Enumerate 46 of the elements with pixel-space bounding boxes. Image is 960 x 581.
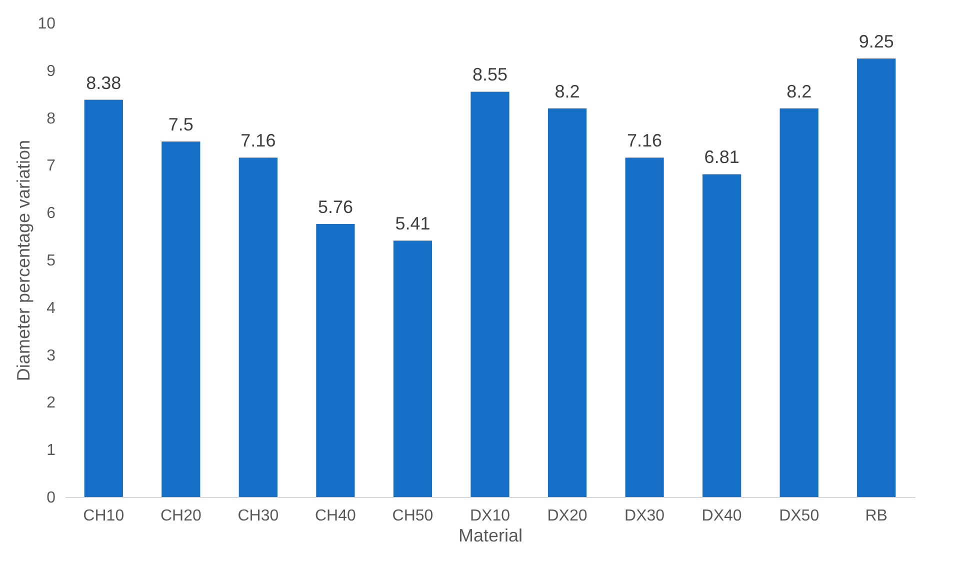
bar — [238, 158, 278, 497]
y-tick-label: 1 — [46, 442, 56, 460]
y-axis-title: Diameter percentage variation — [14, 140, 34, 382]
x-tick-label: DX20 — [547, 508, 588, 524]
bar — [625, 158, 664, 497]
x-tick-label: CH20 — [160, 508, 202, 524]
data-label: 9.25 — [858, 32, 894, 52]
x-tick-label: DX50 — [779, 508, 820, 524]
data-label: 8.2 — [786, 81, 812, 102]
x-tick-label: CH50 — [392, 508, 434, 524]
y-tick-label: 8 — [46, 110, 56, 128]
bar — [548, 108, 587, 497]
bar — [84, 100, 123, 497]
data-label: 5.76 — [318, 196, 353, 217]
y-tick-label: 9 — [46, 62, 56, 80]
bar — [470, 92, 510, 497]
y-tick-label: 2 — [46, 394, 56, 412]
x-axis-title: Material — [458, 526, 523, 546]
x-tick-label: DX40 — [702, 508, 742, 524]
x-tick-label: CH30 — [238, 508, 279, 524]
y-tick-label: 7 — [46, 158, 56, 175]
data-label: 6.81 — [704, 147, 740, 168]
data-label: 7.5 — [168, 114, 194, 134]
data-label: 7.16 — [627, 130, 662, 151]
x-tick-label: CH40 — [315, 508, 356, 524]
x-tick-label: CH10 — [83, 508, 124, 524]
bar — [316, 224, 355, 497]
bar — [393, 240, 432, 497]
x-tick-label: DX30 — [624, 508, 665, 524]
y-tick-label: 3 — [46, 347, 56, 364]
data-label: 8.38 — [86, 72, 122, 93]
y-tick-label: 6 — [46, 205, 56, 222]
y-tick-label: 4 — [46, 300, 56, 317]
x-tick-label: RB — [865, 508, 888, 524]
y-tick-label: 10 — [38, 16, 56, 32]
data-label: 8.55 — [472, 64, 508, 85]
data-label: 5.41 — [395, 214, 430, 234]
data-label: 7.16 — [240, 130, 276, 151]
x-tick-label: DX10 — [470, 508, 510, 524]
bar — [857, 58, 896, 497]
y-tick-label: 5 — [46, 252, 56, 270]
bar — [162, 142, 200, 497]
y-tick-label: 0 — [46, 490, 56, 506]
data-label: 8.2 — [554, 81, 580, 102]
bar — [702, 174, 742, 497]
bar — [780, 108, 818, 497]
